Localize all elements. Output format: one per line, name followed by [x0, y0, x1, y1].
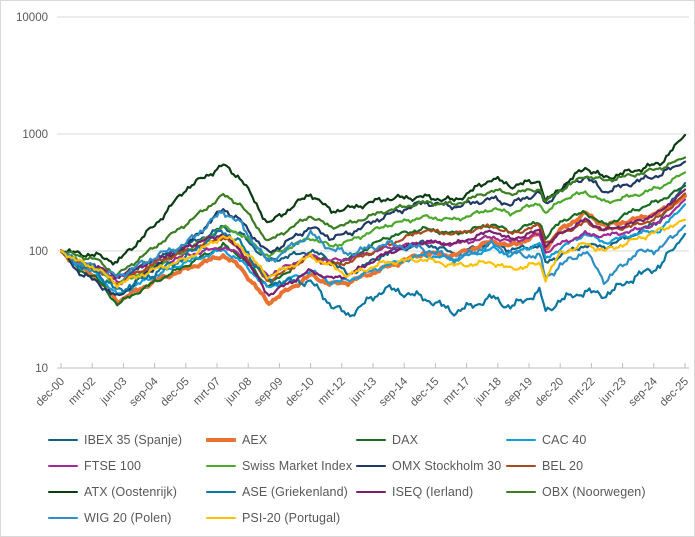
- y-axis-label: 10: [35, 363, 48, 375]
- legend-label: DAX: [392, 433, 419, 447]
- x-axis-label: jun-08: [223, 376, 255, 408]
- legend-swatch-icon: [506, 464, 536, 468]
- series-line-bel-20: [60, 192, 687, 286]
- x-axis-label: dec-00: [34, 376, 67, 409]
- series-line-psi-20-portugal: [60, 218, 687, 289]
- legend-swatch-icon: [48, 438, 78, 442]
- legend-swatch-icon: [206, 516, 236, 520]
- legend-swatch-icon: [48, 464, 78, 468]
- legend-swatch-icon: [206, 490, 236, 494]
- legend-item-psi-20-portugal: PSI-20 (Portugal): [206, 511, 356, 525]
- legend-swatch-icon: [48, 490, 78, 494]
- legend-label: PSI-20 (Portugal): [242, 511, 341, 525]
- series-line-cac-40: [60, 203, 687, 296]
- series-line-obx-noorwegen: [60, 156, 687, 277]
- legend-label: ASE (Griekenland): [242, 485, 348, 499]
- legend-item-bel-20: BEL 20: [506, 459, 666, 473]
- legend-item-cac-40: CAC 40: [506, 433, 666, 447]
- x-axis-label: dec-10: [283, 376, 316, 409]
- x-axis-label: sep-04: [127, 375, 161, 409]
- legend-item-swiss-market-index: Swiss Market Index: [206, 459, 356, 473]
- series-line-dax: [60, 184, 687, 307]
- x-axis-label: jun-18: [472, 376, 504, 408]
- legend-label: ISEQ (Ierland): [392, 485, 474, 499]
- x-axis-label: jun-23: [597, 376, 629, 408]
- y-axis-label: 10000: [16, 12, 48, 24]
- legend-swatch-icon: [506, 438, 536, 442]
- x-axis-label: jun-13: [347, 376, 379, 408]
- x-axis-label: mrt-17: [441, 376, 473, 408]
- legend-label: AEX: [242, 433, 268, 447]
- legend-item-obx-noorwegen: OBX (Noorwegen): [506, 485, 666, 499]
- y-axis-label: 100: [29, 246, 48, 258]
- legend-label: IBEX 35 (Spanje): [84, 433, 183, 447]
- legend-item-atx-oostenrijk: ATX (Oostenrijk): [48, 485, 206, 499]
- legend-swatch-icon: [356, 438, 386, 442]
- x-axis-label: dec-25: [658, 376, 691, 409]
- legend-label: CAC 40: [542, 433, 587, 447]
- series-lines: [60, 133, 687, 318]
- x-axis-label: sep-14: [377, 375, 411, 409]
- legend-item-wig-20-polen: WIG 20 (Polen): [48, 511, 206, 525]
- x-axis-label: sep-24: [627, 375, 661, 409]
- x-axis-label: sep-19: [502, 376, 535, 409]
- x-axis-label: dec-05: [159, 376, 192, 409]
- legend-item-dax: DAX: [356, 433, 506, 447]
- series-line-ibex-35-spanje: [60, 182, 687, 279]
- x-axis-label: mrt-22: [566, 376, 598, 408]
- legend-swatch-icon: [356, 464, 386, 468]
- x-axis-label: mrt-02: [66, 376, 98, 408]
- x-axis-label: mrt-07: [191, 376, 223, 408]
- series-line-iseq-ierland: [60, 188, 687, 297]
- legend-item-aex: AEX: [206, 433, 356, 447]
- legend-swatch-icon: [48, 516, 78, 520]
- x-axis-label: mrt-12: [316, 376, 348, 408]
- legend-item-ase-griekenland: ASE (Griekenland): [206, 485, 356, 499]
- legend-swatch-icon: [206, 464, 236, 468]
- series-line-swiss-market-index: [60, 171, 687, 285]
- legend-item-iseq-ierland: ISEQ (Ierland): [356, 485, 506, 499]
- legend-swatch-icon: [356, 490, 386, 494]
- x-axis-label: jun-03: [98, 376, 130, 408]
- series-line-atx-oostenrijk: [60, 133, 687, 266]
- legend-swatch-icon: [206, 437, 236, 443]
- legend-label: Swiss Market Index: [242, 459, 353, 473]
- x-axis-label: sep-09: [252, 376, 285, 409]
- legend-label: FTSE 100: [84, 459, 142, 473]
- legend-label: WIG 20 (Polen): [84, 511, 172, 525]
- legend-swatch-icon: [506, 490, 536, 494]
- x-axis-label: dec-20: [533, 376, 566, 409]
- legend-label: ATX (Oostenrijk): [84, 485, 178, 499]
- y-axis-label: 1000: [22, 129, 48, 141]
- legend-item-ibex-35-spanje: IBEX 35 (Spanje): [48, 433, 206, 447]
- series-line-aex: [60, 194, 687, 306]
- series-line-wig-20-polen: [60, 210, 687, 285]
- chart-legend: IBEX 35 (Spanje) AEX DAX CAC 40 FTSE 100 Swis…: [48, 427, 688, 531]
- x-axis-label: dec-15: [408, 376, 441, 409]
- legend-item-omx-stockholm-30: OMX Stockholm 30: [356, 459, 506, 473]
- legend-label: OBX (Noorwegen): [542, 485, 646, 499]
- legend-label: BEL 20: [542, 459, 584, 473]
- legend-label: OMX Stockholm 30: [392, 459, 502, 473]
- legend-item-ftse-100: FTSE 100: [48, 459, 206, 473]
